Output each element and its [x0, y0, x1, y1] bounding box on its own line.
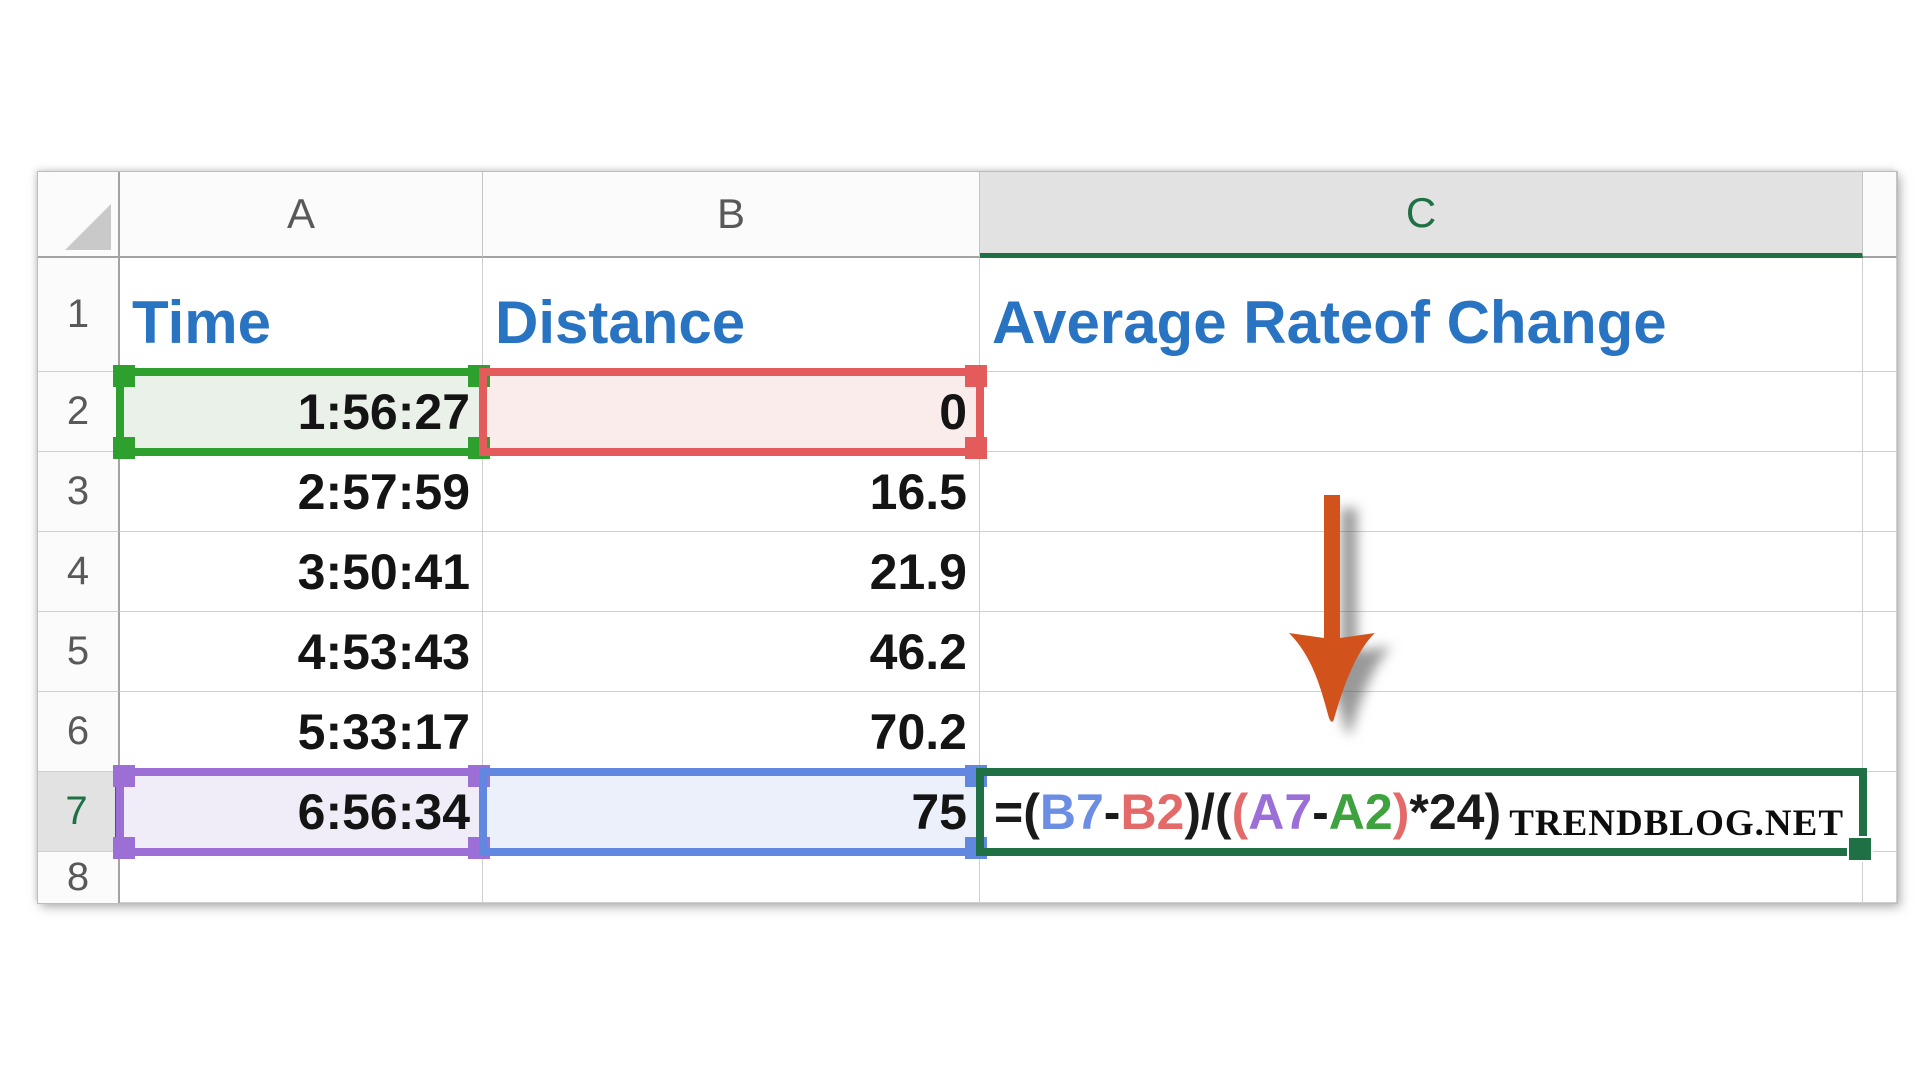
- formula-segment: (: [1231, 783, 1249, 840]
- formula-ref-b2: B2: [1120, 783, 1185, 840]
- column-header-a[interactable]: A: [120, 172, 483, 258]
- column-header-b[interactable]: B: [483, 172, 980, 258]
- cell-c1-average-rate-header[interactable]: Average Rateof Change: [980, 258, 1863, 372]
- row-header-1[interactable]: 1: [38, 258, 120, 372]
- column-header-c[interactable]: C: [980, 172, 1863, 258]
- cell-a4[interactable]: 3:50:41: [120, 532, 483, 612]
- formula-ref-a7: A7: [1248, 783, 1313, 840]
- worksheet-grid: A B C 1 Time Distance Average Rateof Cha…: [38, 172, 1897, 903]
- cell-b1-distance-header[interactable]: Distance: [483, 258, 980, 372]
- formula-segment: -: [1103, 783, 1121, 840]
- row-header-4[interactable]: 4: [38, 532, 120, 612]
- cell-a6[interactable]: 5:33:17: [120, 692, 483, 772]
- cell-a3[interactable]: 2:57:59: [120, 452, 483, 532]
- row-header-5[interactable]: 5: [38, 612, 120, 692]
- cell-b6[interactable]: 70.2: [483, 692, 980, 772]
- cell-b7[interactable]: 75: [483, 772, 980, 852]
- cell-d4-partial[interactable]: [1863, 532, 1897, 612]
- cell-c3[interactable]: [980, 452, 1863, 532]
- cell-d5-partial[interactable]: [1863, 612, 1897, 692]
- cell-c4[interactable]: [980, 532, 1863, 612]
- cell-c8-partial[interactable]: [980, 852, 1863, 903]
- formula-segment: ): [1392, 783, 1410, 840]
- cell-c5[interactable]: [980, 612, 1863, 692]
- cell-a1-time-header[interactable]: Time: [120, 258, 483, 372]
- cell-b3[interactable]: 16.5: [483, 452, 980, 532]
- cell-c6[interactable]: [980, 692, 1863, 772]
- row-header-6[interactable]: 6: [38, 692, 120, 772]
- cell-a8-partial[interactable]: [120, 852, 483, 903]
- cell-c7-formula[interactable]: =( B7 - B2 )/( ( A7 - A2 ) *24) TRENDBLO…: [980, 772, 1863, 852]
- formula-ref-a2: A2: [1328, 783, 1393, 840]
- cell-b2[interactable]: 0: [483, 372, 980, 452]
- cell-d3-partial[interactable]: [1863, 452, 1897, 532]
- cell-a2[interactable]: 1:56:27: [120, 372, 483, 452]
- formula-segment: -: [1312, 783, 1329, 840]
- row-header-3[interactable]: 3: [38, 452, 120, 532]
- cell-d6-partial[interactable]: [1863, 692, 1897, 772]
- formula-segment: )/(: [1184, 783, 1232, 840]
- trendblog-watermark: TRENDBLOG.NET: [1509, 803, 1844, 844]
- formula-segment: *24): [1409, 783, 1502, 840]
- select-all-corner[interactable]: [38, 172, 120, 258]
- column-header-partial[interactable]: [1863, 172, 1897, 258]
- cell-b5[interactable]: 46.2: [483, 612, 980, 692]
- spreadsheet: A B C 1 Time Distance Average Rateof Cha…: [38, 172, 1897, 903]
- cell-b4[interactable]: 21.9: [483, 532, 980, 612]
- cell-a5[interactable]: 4:53:43: [120, 612, 483, 692]
- formula-segment: =(: [994, 783, 1040, 840]
- cell-d1-partial[interactable]: [1863, 258, 1897, 372]
- formula-ref-b7: B7: [1039, 783, 1104, 840]
- row-header-2[interactable]: 2: [38, 372, 120, 452]
- cell-c2[interactable]: [980, 372, 1863, 452]
- select-all-triangle-icon: [65, 204, 111, 250]
- down-arrow-annotation: [1289, 495, 1375, 722]
- cell-a7[interactable]: 6:56:34: [120, 772, 483, 852]
- row-header-8[interactable]: 8: [38, 852, 120, 903]
- cell-b8-partial[interactable]: [483, 852, 980, 903]
- fill-handle[interactable]: [1847, 836, 1873, 862]
- cell-d2-partial[interactable]: [1863, 372, 1897, 452]
